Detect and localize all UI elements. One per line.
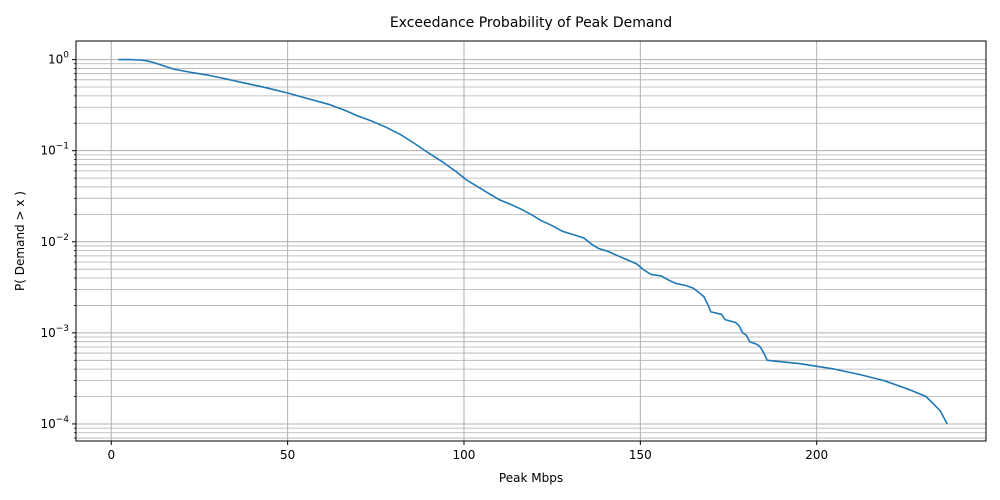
chart-title: Exceedance Probability of Peak Demand [390,15,672,31]
grid [76,41,986,441]
x-tick-label: 0 [107,448,115,462]
y-tick-label: 10−2 [40,233,69,249]
x-tick-label: 200 [805,448,828,462]
x-tick-label: 100 [453,448,476,462]
y-tick-label: 10−4 [40,415,69,431]
x-tick-label: 150 [629,448,652,462]
y-tick-label: 10−3 [40,324,69,340]
x-axis-label: Peak Mbps [499,471,563,485]
y-axis-label: P( Demand > x ) [13,191,27,291]
series-line [118,58,948,425]
y-tick-label: 10−1 [40,142,69,158]
x-tick-label: 50 [280,448,295,462]
plot-frame [75,40,987,442]
ticks: 0 50 100 150 200 100 10−1 10−2 10−3 10−4 [40,51,828,462]
series-layer [118,58,948,425]
y-tick-label: 100 [48,51,69,67]
